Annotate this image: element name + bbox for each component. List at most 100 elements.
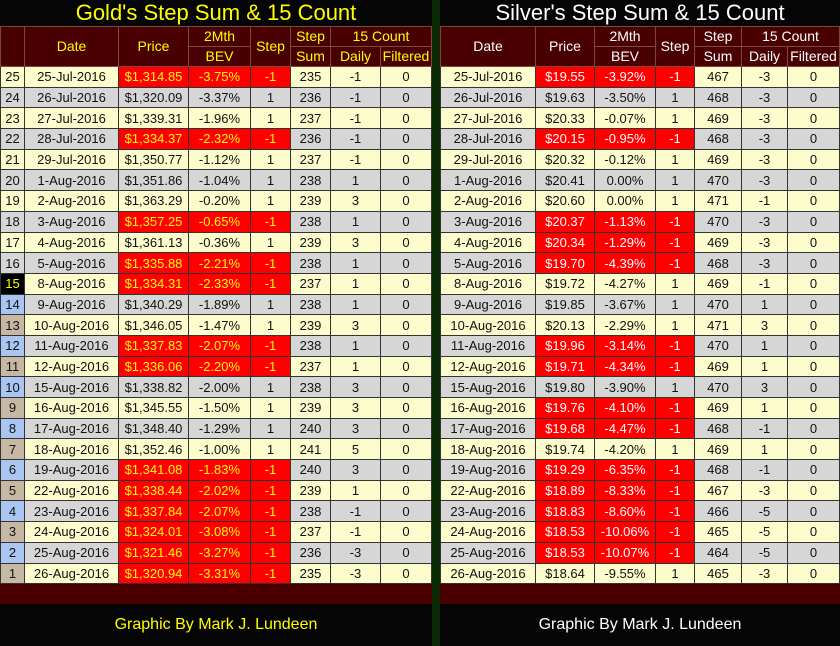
silver-credit: Graphic By Mark J. Lundeen xyxy=(538,616,742,634)
table-footer-fill xyxy=(0,584,432,605)
table-row: 10-Aug-2016 $20.13 -2.29% 1 471 3 0 xyxy=(440,314,840,336)
daily-cell: 3 xyxy=(741,376,788,398)
bev-cell: -1.47% xyxy=(188,314,251,336)
step-sum-cell: 238 xyxy=(290,169,331,192)
step-cell: -1 xyxy=(655,355,695,378)
filtered-cell: 0 xyxy=(787,562,840,585)
table-row: 8-Aug-2016 $19.72 -4.27% 1 469 -1 0 xyxy=(440,272,840,295)
row-number-cell: 22 xyxy=(0,128,25,150)
bev-cell: -9.55% xyxy=(594,562,656,585)
date-cell: 8-Aug-2016 xyxy=(24,272,119,295)
step-sum-cell: 237 xyxy=(290,355,331,378)
table-footer-fill xyxy=(440,584,840,605)
daily-cell: 1 xyxy=(330,293,381,316)
row-number-cell: 25 xyxy=(0,66,25,88)
daily-cell: -3 xyxy=(741,86,788,109)
filtered-cell: 0 xyxy=(787,521,840,543)
table-row: 12 11-Aug-2016 $1,337.83 -2.07% -1 238 1 0 xyxy=(0,334,432,357)
row-number-cell: 24 xyxy=(0,86,25,109)
filtered-cell: 0 xyxy=(380,479,432,502)
table-row: 26-Aug-2016 $18.64 -9.55% 1 465 -3 0 xyxy=(440,562,840,585)
step-cell: -1 xyxy=(655,397,695,419)
table-row: 4 23-Aug-2016 $1,337.84 -2.07% -1 238 -1 0 xyxy=(0,500,432,523)
date-cell: 12-Aug-2016 xyxy=(440,355,536,378)
step-sum-cell: 465 xyxy=(694,562,742,585)
price-cell: $19.96 xyxy=(535,334,595,357)
price-cell: $1,335.88 xyxy=(118,252,189,274)
filtered-cell: 0 xyxy=(380,521,432,543)
step-cell: -1 xyxy=(250,272,291,295)
price-cell: $1,334.31 xyxy=(118,272,189,295)
step-sum-cell: 470 xyxy=(694,169,742,192)
price-cell: $1,314.85 xyxy=(118,66,189,88)
daily-cell: 1 xyxy=(330,169,381,192)
price-cell: $1,361.13 xyxy=(118,231,189,254)
date-cell: 15-Aug-2016 xyxy=(440,376,536,398)
bev-cell: -4.27% xyxy=(594,272,656,295)
table-row: 2 25-Aug-2016 $1,321.46 -3.27% -1 236 -3 0 xyxy=(0,541,432,564)
price-cell: $19.29 xyxy=(535,459,595,481)
price-cell: $1,320.09 xyxy=(118,86,189,109)
step-cell: -1 xyxy=(250,334,291,357)
step-cell: 1 xyxy=(250,86,291,109)
silver-panel: Silver's Step Sum & 15 Count Date Price … xyxy=(440,0,840,646)
step-cell: -1 xyxy=(250,210,291,233)
bev-cell: 0.00% xyxy=(594,169,656,192)
step-sum-header-bottom: Sum xyxy=(290,46,331,67)
step-cell: -1 xyxy=(250,562,291,585)
filtered-cell: 0 xyxy=(380,293,432,316)
step-sum-cell: 470 xyxy=(694,376,742,398)
table-row: 13 10-Aug-2016 $1,346.05 -1.47% 1 239 3 0 xyxy=(0,314,432,336)
table-row: 16-Aug-2016 $19.76 -4.10% -1 469 1 0 xyxy=(440,397,840,419)
filtered-cell: 0 xyxy=(380,210,432,233)
filtered-cell: 0 xyxy=(787,541,840,564)
date-cell: 26-Aug-2016 xyxy=(440,562,536,585)
step-sum-cell: 471 xyxy=(694,314,742,336)
filtered-cell: 0 xyxy=(380,541,432,564)
date-cell: 10-Aug-2016 xyxy=(440,314,536,336)
step-sum-cell: 239 xyxy=(290,397,331,419)
step-cell: -1 xyxy=(655,252,695,274)
price-cell: $19.80 xyxy=(535,376,595,398)
row-number-cell: 5 xyxy=(0,479,25,502)
filtered-cell: 0 xyxy=(787,169,840,192)
date-cell: 16-Aug-2016 xyxy=(440,397,536,419)
step-cell: 1 xyxy=(250,293,291,316)
filtered-cell: 0 xyxy=(380,314,432,336)
daily-cell: -1 xyxy=(330,148,381,171)
table-row: 6 19-Aug-2016 $1,341.08 -1.83% -1 240 3 0 xyxy=(0,459,432,481)
bev-cell: -2.29% xyxy=(594,314,656,336)
step-cell: 1 xyxy=(250,376,291,398)
price-cell: $1,321.46 xyxy=(118,541,189,564)
step-sum-cell: 469 xyxy=(694,231,742,254)
filtered-cell: 0 xyxy=(380,66,432,88)
bev-cell: -3.92% xyxy=(594,66,656,88)
date-cell: 26-Jul-2016 xyxy=(24,86,119,109)
date-cell: 10-Aug-2016 xyxy=(24,314,119,336)
bev-cell: -1.13% xyxy=(594,210,656,233)
daily-cell: -3 xyxy=(741,479,788,502)
filtered-cell: 0 xyxy=(380,128,432,150)
step-cell: -1 xyxy=(655,334,695,357)
step-cell: 1 xyxy=(655,376,695,398)
filtered-cell: 0 xyxy=(787,66,840,88)
filtered-cell: 0 xyxy=(787,231,840,254)
daily-cell: -3 xyxy=(741,107,788,130)
date-cell: 18-Aug-2016 xyxy=(440,438,536,461)
daily-cell: -1 xyxy=(330,66,381,88)
bev-cell: -0.20% xyxy=(188,190,251,212)
price-cell: $1,337.84 xyxy=(118,500,189,523)
price-cell: $1,357.25 xyxy=(118,210,189,233)
table-row: 17 4-Aug-2016 $1,361.13 -0.36% 1 239 3 0 xyxy=(0,231,432,254)
row-number-cell: 4 xyxy=(0,500,25,523)
bev-cell: -1.96% xyxy=(188,107,251,130)
step-sum-cell: 469 xyxy=(694,438,742,461)
date-cell: 16-Aug-2016 xyxy=(24,397,119,419)
daily-cell: 1 xyxy=(330,210,381,233)
bev-cell: 0.00% xyxy=(594,190,656,212)
daily-cell: -5 xyxy=(741,521,788,543)
table-row: 8 17-Aug-2016 $1,348.40 -1.29% 1 240 3 0 xyxy=(0,417,432,440)
date-cell: 5-Aug-2016 xyxy=(24,252,119,274)
filtered-cell: 0 xyxy=(787,355,840,378)
step-sum-cell: 238 xyxy=(290,376,331,398)
